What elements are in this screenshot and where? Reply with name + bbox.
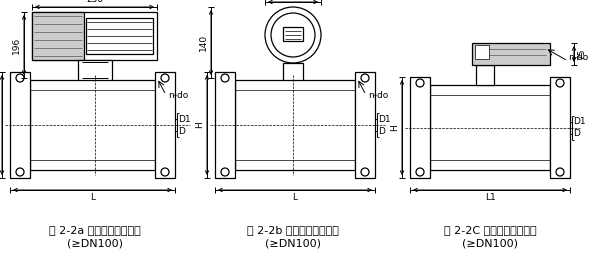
Bar — [10, 72, 30, 178]
Circle shape — [265, 7, 321, 63]
Bar — [476, 65, 494, 85]
Bar — [155, 72, 175, 178]
Circle shape — [16, 74, 24, 82]
Bar — [215, 72, 235, 178]
Text: D1: D1 — [178, 115, 191, 124]
Circle shape — [361, 168, 369, 176]
Text: n-do: n-do — [168, 90, 188, 99]
Circle shape — [361, 74, 369, 82]
Text: (≥DN100): (≥DN100) — [265, 238, 321, 248]
Circle shape — [221, 74, 229, 82]
Text: 250: 250 — [86, 0, 103, 4]
Text: D1: D1 — [378, 115, 391, 124]
Bar — [283, 63, 303, 82]
Bar — [78, 60, 112, 82]
Bar — [235, 80, 355, 170]
Circle shape — [271, 13, 315, 57]
Text: 75: 75 — [577, 48, 586, 60]
Text: H: H — [390, 124, 399, 131]
Text: H: H — [195, 122, 204, 129]
Text: 图 2-2b 一体型电磁流量计: 图 2-2b 一体型电磁流量计 — [247, 225, 339, 235]
Text: (≥DN100): (≥DN100) — [67, 238, 122, 248]
Bar — [32, 12, 157, 60]
Circle shape — [416, 168, 424, 176]
Circle shape — [161, 168, 169, 176]
Text: D: D — [573, 129, 580, 138]
Bar — [410, 77, 430, 178]
Text: 图 2-2C 分离型电磁流量计: 图 2-2C 分离型电磁流量计 — [443, 225, 536, 235]
Text: n-do: n-do — [568, 53, 588, 62]
Circle shape — [416, 79, 424, 87]
Bar — [86, 18, 153, 54]
Bar — [30, 80, 155, 170]
Text: 196: 196 — [12, 36, 21, 54]
Circle shape — [16, 168, 24, 176]
Text: n-do: n-do — [368, 90, 388, 99]
Bar — [355, 72, 375, 178]
Text: L: L — [293, 193, 298, 202]
Text: D: D — [378, 127, 385, 136]
Circle shape — [221, 168, 229, 176]
Bar — [283, 27, 303, 41]
Text: 140: 140 — [199, 34, 208, 51]
Text: L1: L1 — [485, 193, 496, 202]
Bar — [550, 77, 570, 178]
Circle shape — [556, 168, 564, 176]
Text: 图 2-2a 一体型电磁流量计: 图 2-2a 一体型电磁流量计 — [49, 225, 140, 235]
Bar — [472, 43, 550, 65]
Text: D: D — [178, 127, 185, 136]
Bar — [430, 85, 550, 170]
Text: L: L — [90, 193, 95, 202]
Text: (≥DN100): (≥DN100) — [462, 238, 518, 248]
Bar — [32, 12, 84, 60]
Circle shape — [161, 74, 169, 82]
Text: D1: D1 — [573, 117, 586, 126]
Circle shape — [556, 79, 564, 87]
Bar — [475, 45, 489, 59]
